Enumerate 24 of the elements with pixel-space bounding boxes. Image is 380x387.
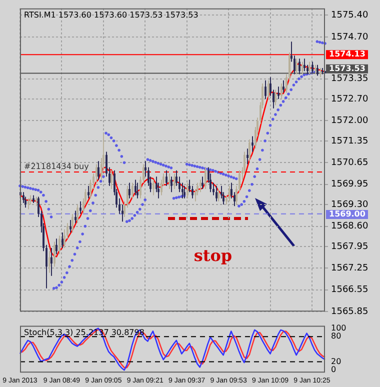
y-tick-label: 1566.55 (331, 285, 368, 296)
y-tick-label: 1575.40 (331, 10, 368, 21)
annotation: stop (194, 246, 232, 266)
y-tick-label: 1565.85 (331, 306, 368, 317)
y-tick-label: 1572.00 (331, 116, 368, 126)
y-tick-label: 80 (331, 332, 342, 341)
y-tick-label: 1569.95 (331, 180, 368, 190)
ref-line-label: 1573.53 (329, 64, 366, 73)
y-tick-label: 1569.30 (331, 200, 368, 210)
annotation: #21181434 buy (24, 162, 90, 172)
y-tick-label: 100 (331, 323, 346, 332)
chart-title: RTSI.M1 1573.60 1573.60 1573.53 1573.53 (24, 10, 198, 20)
y-tick-label: 1573.35 (331, 74, 368, 84)
y-tick-label: 1568.60 (331, 222, 368, 232)
y-tick-label: 1567.95 (331, 242, 368, 252)
y-tick-label: 1574.70 (331, 32, 368, 42)
y-tick-label: 1570.65 (331, 158, 368, 168)
y-tick-label: 1572.70 (331, 94, 368, 104)
ref-line-label: 1569.00 (329, 210, 366, 219)
y-tick-label: 1567.25 (331, 263, 368, 274)
y-tick-label: 0 (331, 365, 336, 374)
y-tick-label: 20 (331, 356, 342, 366)
ref-line-label: 1574.13 (329, 50, 366, 59)
y-tick-label: 1571.35 (331, 136, 368, 146)
